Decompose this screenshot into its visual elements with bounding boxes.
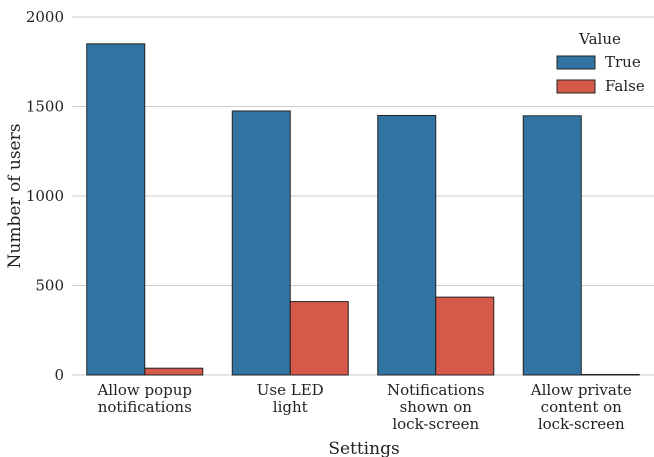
bar-false-1 [289,301,349,376]
y-tick-label-0: 0 [54,366,64,384]
x-tick-label-line: Notifications [387,381,485,399]
x-tick-label-line: content on [541,398,622,416]
x-tick-label-3: Allow private content on lock-screen [530,381,632,433]
y-tick-label-1500: 1500 [26,98,64,116]
x-tick-label-line: Allow popup [96,381,192,399]
y-tick-label-500: 500 [35,277,64,295]
y-tick-label-2000: 2000 [26,8,64,26]
x-tick-label-0: Allow popup notifications [96,381,192,416]
x-tick-label-line: lock-screen [538,415,625,433]
bars [86,43,640,376]
legend-title: Value [578,30,621,48]
tick-labels: 0 500 1000 1500 2000 [26,8,64,384]
legend: Value True False [556,30,645,95]
x-axis-title: Settings [328,439,399,457]
bar-false-3 [580,373,640,376]
x-tick-label-line: Use LED [257,381,324,399]
bar-true-1 [231,110,291,376]
x-tick-label-line: notifications [98,398,192,416]
bar-false-0 [144,367,204,376]
x-tick-label-line: lock-screen [392,415,479,433]
x-tick-label-line: shown on [400,398,473,416]
bar-true-3 [522,115,582,376]
category-labels: Allow popup notifications Use LED light Noti… [96,381,631,433]
legend-swatch-false [556,79,596,94]
bar-true-2 [377,114,437,376]
legend-label-false: False [605,77,645,95]
legend-swatch-true [556,55,596,70]
bar-false-2 [435,296,495,376]
y-tick-label-1000: 1000 [26,187,64,205]
x-tick-label-line: Allow private [530,381,632,399]
x-tick-label-1: Use LED light [257,381,324,416]
legend-label-true: True [605,53,641,71]
bar-true-0 [86,43,146,376]
x-tick-label-2: Notifications shown on lock-screen [387,381,485,433]
x-tick-label-line: light [273,398,308,416]
y-axis-title: Number of users [5,124,25,269]
